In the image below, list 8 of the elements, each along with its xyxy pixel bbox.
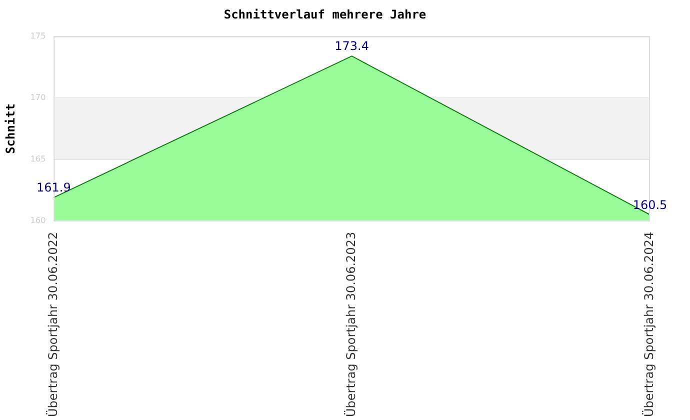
- data-label: 173.4: [334, 39, 370, 54]
- data-label: 160.5: [632, 198, 668, 212]
- x-tick-label: Übertrag Sportjahr 30.06.2024: [642, 232, 656, 418]
- chart-title: Schnittverlauf mehrere Jahre: [224, 7, 426, 22]
- x-tick-label: Übertrag Sportjahr 30.06.2022: [46, 232, 60, 418]
- y-axis-title: Schnitt: [3, 103, 18, 154]
- data-label: 161.9: [36, 180, 71, 195]
- x-tick-label: Übertrag Sportjahr 30.06.2023: [344, 232, 358, 418]
